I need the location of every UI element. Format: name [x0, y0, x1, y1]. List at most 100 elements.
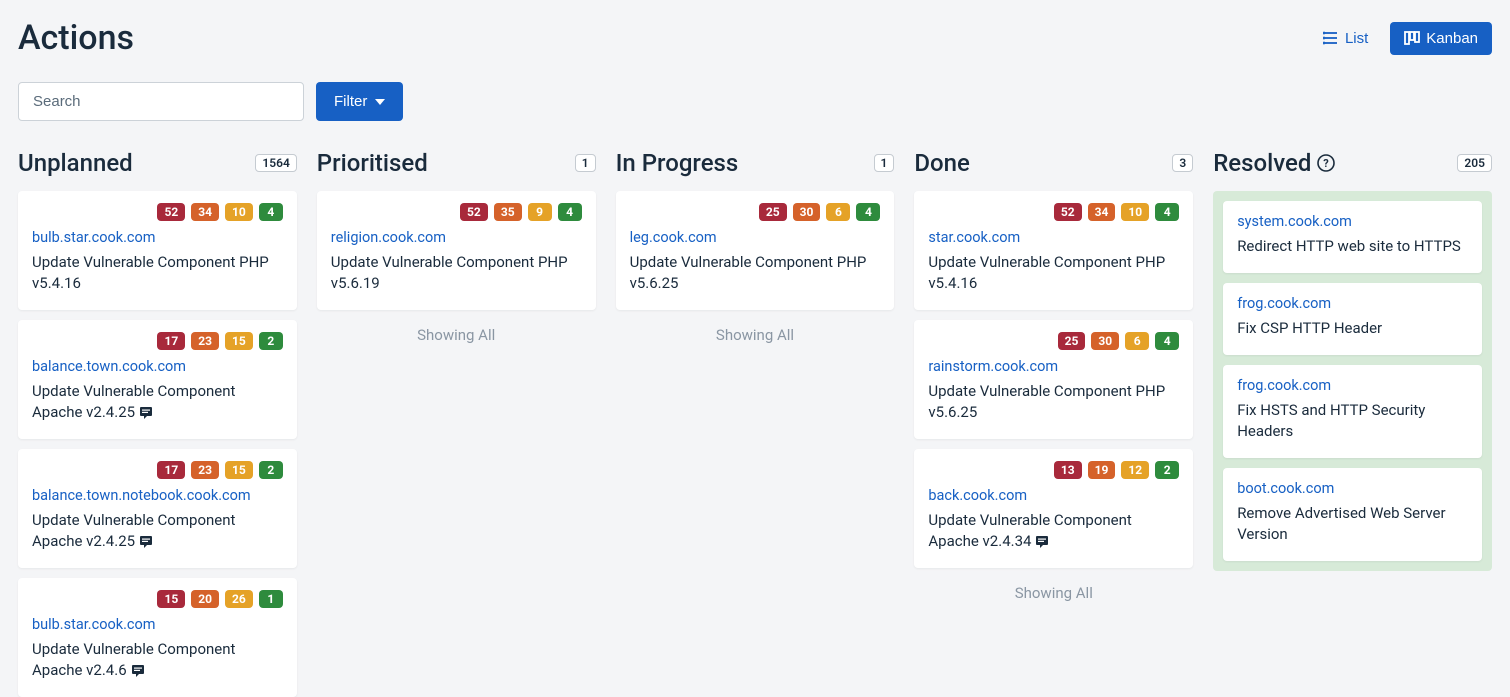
severity-badge: 13 [1054, 461, 1082, 479]
card-desc: Fix HSTS and HTTP Security Headers [1237, 400, 1468, 442]
card-desc: Update Vulnerable Component PHP v5.4.16 [32, 252, 283, 294]
card-host[interactable]: star.cook.com [928, 229, 1179, 246]
note-icon [139, 406, 153, 420]
card[interactable]: 1520261bulb.star.cook.comUpdate Vulnerab… [18, 578, 297, 697]
card-host[interactable]: back.cook.com [928, 487, 1179, 504]
severity-badges: 523594 [331, 203, 582, 221]
column-title-done: Done [914, 149, 970, 177]
card-host[interactable]: rainstorm.cook.com [928, 358, 1179, 375]
card-desc: Update Vulnerable Component Apache v2.4.… [32, 510, 283, 552]
filter-button[interactable]: Filter [316, 82, 403, 121]
severity-badge: 15 [225, 461, 253, 479]
column-prioritised: Prioritised 1 523594religion.cook.comUpd… [317, 149, 596, 697]
page-title: Actions [18, 18, 134, 58]
severity-badge: 12 [1121, 461, 1149, 479]
note-icon [139, 535, 153, 549]
column-title-inprogress: In Progress [616, 149, 739, 177]
severity-badge: 10 [1121, 203, 1149, 221]
severity-badge: 2 [259, 461, 283, 479]
severity-badge: 23 [191, 461, 219, 479]
severity-badge: 52 [1054, 203, 1082, 221]
kanban-view-button[interactable]: Kanban [1390, 22, 1492, 55]
severity-badge: 17 [157, 461, 185, 479]
filter-label: Filter [334, 93, 367, 110]
column-count-unplanned: 1564 [255, 154, 296, 172]
list-view-button[interactable]: List [1309, 22, 1382, 55]
card[interactable]: 25 30 64 leg.cook.com Update Vulnerable Comp… [616, 191, 895, 310]
card[interactable]: 253064rainstorm.cook.comUpdate Vulnerabl… [914, 320, 1193, 439]
column-unplanned: Unplanned 1564 5234104bulb.star.cook.com… [18, 149, 297, 697]
card-host[interactable]: bulb.star.cook.com [32, 229, 283, 246]
column-done: Done 3 5234104star.cook.comUpdate Vulner… [914, 149, 1193, 697]
card[interactable]: boot.cook.comRemove Advertised Web Serve… [1223, 468, 1482, 561]
column-title-prioritised: Prioritised [317, 149, 428, 177]
column-resolved: Resolved ? 205 system.cook.comRedirect H… [1213, 149, 1492, 697]
card[interactable]: 5234104bulb.star.cook.comUpdate Vulnerab… [18, 191, 297, 310]
card-host[interactable]: bulb.star.cook.com [32, 616, 283, 633]
severity-badge: 9 [528, 203, 552, 221]
card-desc: Update Vulnerable Component PHP v5.6.19 [331, 252, 582, 294]
column-title-resolved: Resolved ? [1213, 149, 1335, 177]
severity-badge: 30 [1091, 332, 1119, 350]
severity-badges: 17 23 15 2 [32, 461, 283, 479]
card-host[interactable]: balance.town.cook.com [32, 358, 283, 375]
card-host[interactable]: religion.cook.com [331, 229, 582, 246]
severity-badges: 13 19 12 2 [928, 461, 1179, 479]
card-host[interactable]: leg.cook.com [630, 229, 881, 246]
card-desc: Redirect HTTP web site to HTTPS [1237, 236, 1468, 257]
kanban-icon [1404, 30, 1420, 46]
card-desc: Update Vulnerable Component PHP v5.4.16 [928, 252, 1179, 294]
chevron-down-icon [375, 99, 385, 105]
card[interactable]: frog.cook.comFix CSP HTTP Header [1223, 283, 1482, 355]
card-host[interactable]: frog.cook.com [1237, 377, 1468, 394]
card[interactable]: system.cook.com Redirect HTTP web site to… [1223, 201, 1482, 273]
severity-badges: 1520261 [32, 590, 283, 608]
severity-badge: 4 [1155, 332, 1179, 350]
card[interactable]: 17 23 15 2 balance.town.notebook.cook.com Upd… [18, 449, 297, 568]
severity-badge: 52 [157, 203, 185, 221]
severity-badge: 6 [826, 203, 850, 221]
showing-all-inprogress: Showing All [616, 326, 895, 344]
severity-badge: 19 [1088, 461, 1116, 479]
help-icon[interactable]: ? [1317, 154, 1335, 172]
severity-badge: 34 [191, 203, 219, 221]
column-count-inprogress: 1 [874, 154, 895, 172]
card-host[interactable]: system.cook.com [1237, 213, 1468, 230]
severity-badge: 6 [1125, 332, 1149, 350]
column-title-resolved-text: Resolved [1213, 149, 1311, 177]
card[interactable]: 523594religion.cook.comUpdate Vulnerable… [317, 191, 596, 310]
search-input[interactable] [18, 82, 304, 121]
card-desc: Update Vulnerable Component Apache v2.4.… [32, 381, 283, 423]
severity-badge: 30 [793, 203, 821, 221]
showing-all-done: Showing All [914, 584, 1193, 602]
severity-badges: 5234104 [32, 203, 283, 221]
column-count-prioritised: 1 [575, 154, 596, 172]
severity-badge: 35 [494, 203, 522, 221]
column-inprogress: In Progress 1 25 30 64 leg.cook.com Update V… [616, 149, 895, 697]
card[interactable]: 1723152balance.town.cook.comUpdate Vulne… [18, 320, 297, 439]
note-icon [131, 664, 145, 678]
severity-badge: 25 [1058, 332, 1086, 350]
severity-badge: 17 [157, 332, 185, 350]
severity-badge: 34 [1088, 203, 1116, 221]
severity-badge: 2 [1155, 461, 1179, 479]
severity-badges: 52 34 10 4 [928, 203, 1179, 221]
card[interactable]: 52 34 10 4 star.cook.com Update Vulnerable Co… [914, 191, 1193, 310]
severity-badge: 23 [191, 332, 219, 350]
severity-badge: 4 [856, 203, 880, 221]
card[interactable]: frog.cook.com Fix HSTS and HTTP Security … [1223, 365, 1482, 458]
card-host[interactable]: balance.town.notebook.cook.com [32, 487, 283, 504]
severity-badge: 20 [191, 590, 219, 608]
card-host[interactable]: boot.cook.com [1237, 480, 1468, 497]
severity-badge: 15 [225, 332, 253, 350]
card-desc: Update Vulnerable Component PHP v5.6.25 [630, 252, 881, 294]
severity-badge: 10 [225, 203, 253, 221]
severity-badge: 15 [157, 590, 185, 608]
card-host[interactable]: frog.cook.com [1237, 295, 1468, 312]
column-title-unplanned: Unplanned [18, 149, 133, 177]
severity-badge: 25 [759, 203, 787, 221]
severity-badge: 4 [1155, 203, 1179, 221]
severity-badge: 4 [558, 203, 582, 221]
list-icon [1323, 30, 1339, 46]
card[interactable]: 1319122back.cook.comUpdate Vulnerable Co… [914, 449, 1193, 568]
